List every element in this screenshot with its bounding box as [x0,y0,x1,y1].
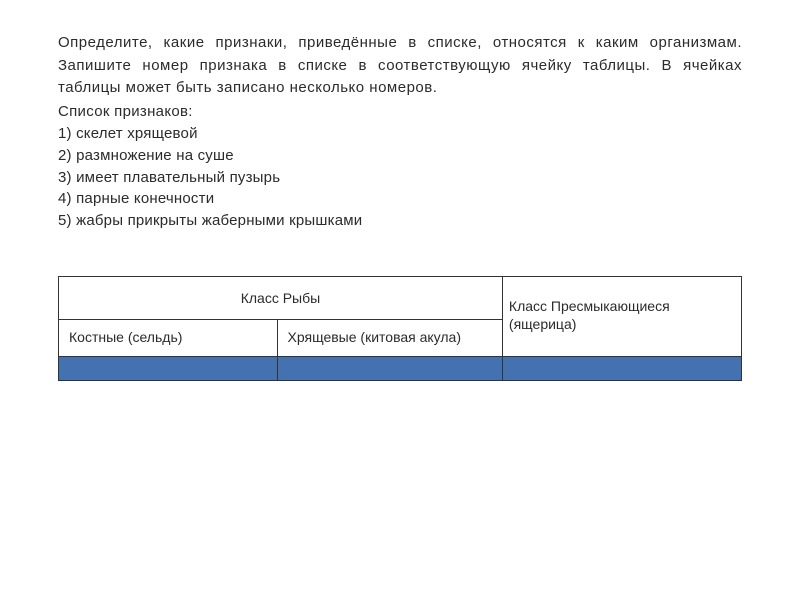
list-item-5: 5) жабры прикрыты жаберными крышками [58,210,742,232]
list-item-4: 4) парные конечности [58,188,742,210]
table-answer-row [59,357,742,381]
answer-cell-cartilaginous[interactable] [277,357,502,381]
classification-table: Класс Рыбы Класс Пресмыкающиеся (ящерица… [58,276,742,381]
worksheet-page: Определите, какие признаки, приведённые … [0,0,800,421]
answer-cell-reptile[interactable] [502,357,741,381]
instruction-text: Определите, какие признаки, приведённые … [58,32,742,100]
list-title: Список признаков: [58,101,742,124]
subheader-bony: Костные (сельдь) [59,319,278,356]
answer-cell-bony[interactable] [59,357,278,381]
table-header-row: Класс Рыбы Класс Пресмыкающиеся (ящерица… [59,276,742,319]
header-fish: Класс Рыбы [59,276,503,319]
header-reptile: Класс Пресмыкающиеся (ящерица) [502,276,741,356]
list-item-1: 1) скелет хрящевой [58,123,742,145]
classification-table-wrap: Класс Рыбы Класс Пресмыкающиеся (ящерица… [58,276,742,381]
list-item-2: 2) размножение на суше [58,145,742,167]
list-item-3: 3) имеет плавательный пузырь [58,167,742,189]
subheader-cartilaginous: Хрящевые (китовая акула) [277,319,502,356]
